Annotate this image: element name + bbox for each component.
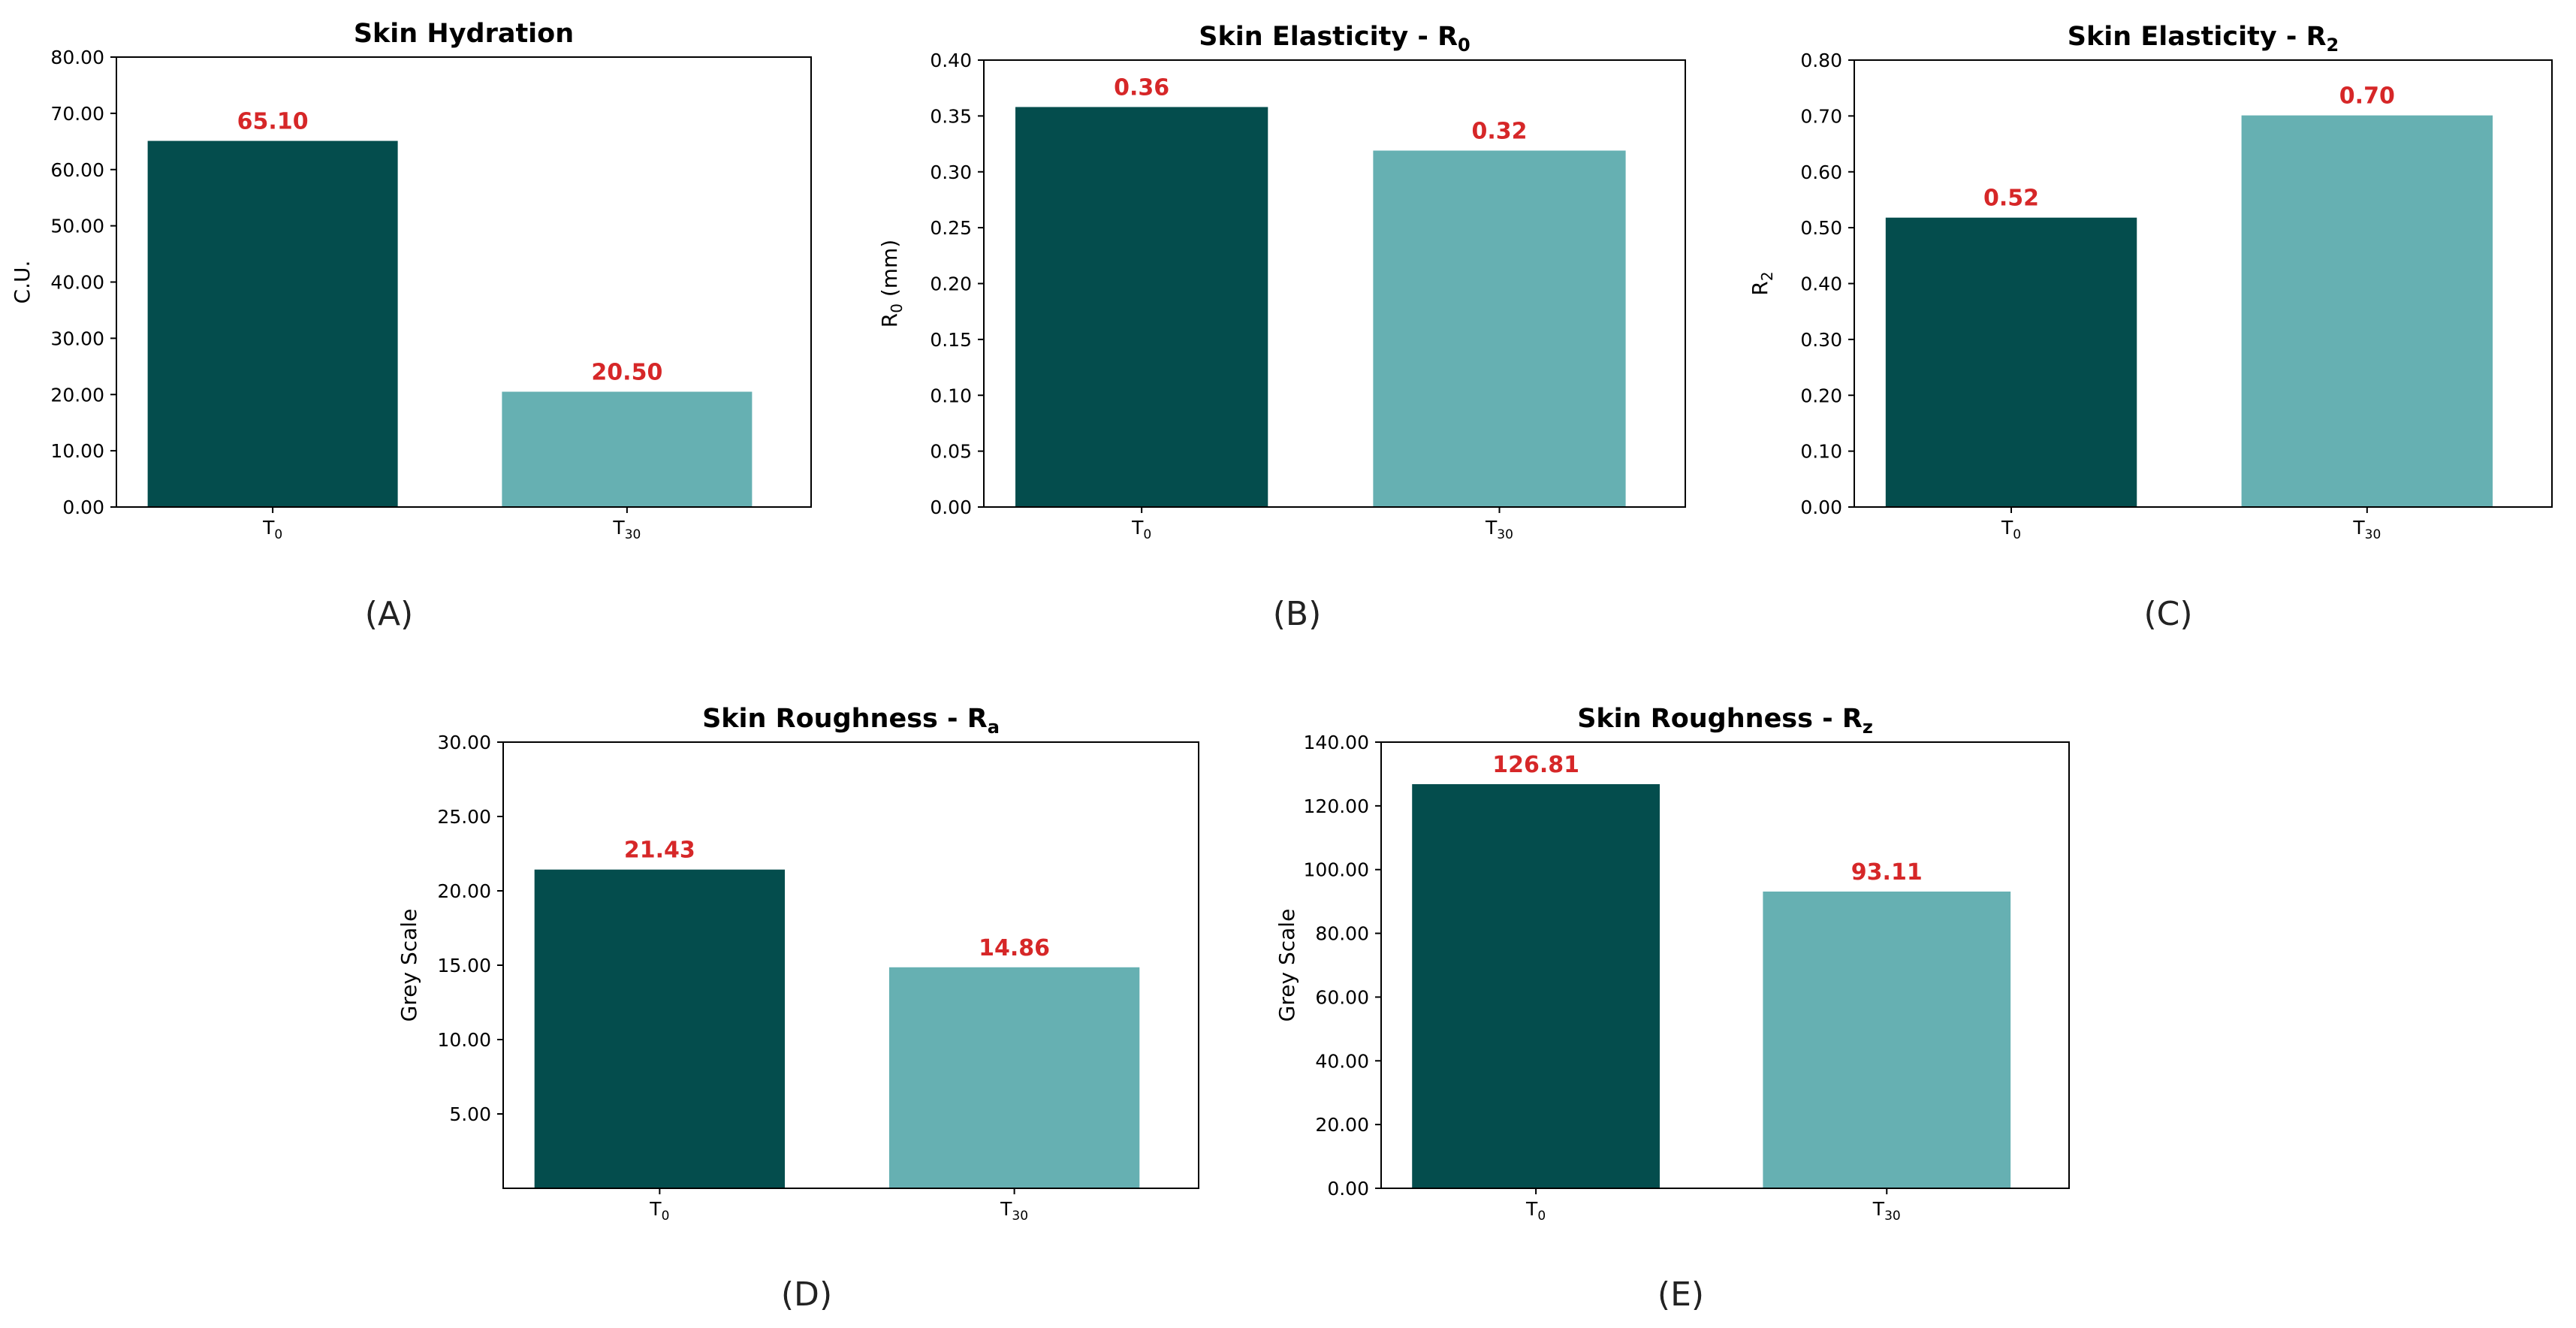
x-tick-label: T0 (262, 517, 282, 542)
y-axis-label: R0 (mm) (877, 240, 906, 328)
data-label: 0.32 (1471, 118, 1527, 144)
y-tick-label: 15.00 (437, 955, 491, 976)
bar (888, 967, 1140, 1188)
y-tick-label: 0.00 (930, 496, 972, 518)
panel-label: (C) (2143, 595, 2192, 633)
y-tick-label: 0.00 (62, 496, 104, 518)
chart-title: Skin Elasticity - R0 (1199, 22, 1470, 56)
x-tick-label: T0 (2001, 517, 2021, 542)
y-tick-label: 80.00 (50, 47, 104, 68)
x-tick-label: T30 (612, 517, 641, 542)
y-tick-label: 80.00 (1315, 923, 1369, 945)
y-tick-label: 30.00 (50, 327, 104, 349)
data-label: 126.81 (1492, 752, 1579, 778)
y-tick-label: 60.00 (50, 159, 104, 181)
y-tick-label: 0.70 (1800, 105, 1842, 127)
y-tick-label: 25.00 (437, 806, 491, 828)
chart-title: Skin Roughness - Rz (1577, 704, 1873, 738)
chart-title: Skin Roughness - Ra (702, 704, 1000, 738)
y-tick-label: 40.00 (1315, 1050, 1369, 1072)
x-tick-label: T0 (1131, 517, 1151, 542)
y-tick-label: 0.60 (1800, 161, 1842, 183)
x-tick-label: T30 (1000, 1198, 1028, 1224)
y-tick-label: 100.00 (1304, 859, 1369, 881)
y-tick-label: 0.20 (930, 273, 972, 295)
data-label: 0.52 (1983, 186, 2039, 212)
data-label: 20.50 (591, 360, 662, 386)
y-tick-label: 0.20 (1800, 385, 1842, 406)
y-tick-label: 140.00 (1304, 732, 1369, 753)
bar (534, 869, 786, 1188)
chart-b: 0.36 T0 0.32 T30 0.00 0.05 0.10 0.15 0.20 0.25 0.3… (877, 22, 1686, 633)
y-tick-label: 0.80 (1800, 50, 1842, 71)
data-label: 14.86 (979, 935, 1050, 961)
y-tick-label: 20.00 (437, 880, 491, 902)
panel-label: (D) (781, 1275, 832, 1314)
bar (1885, 217, 2137, 507)
y-tick-label: 30.00 (437, 732, 491, 753)
panel-label: (A) (365, 595, 413, 633)
chart-c: 0.52 T0 0.70 T30 0.00 0.10 0.20 0.30 0.40 0.50 0.6… (1748, 22, 2553, 633)
bar (2241, 115, 2493, 508)
y-tick-label: 10.00 (437, 1029, 491, 1051)
plot-frame (1380, 741, 2070, 1189)
y-tick-label: 0.50 (1800, 217, 1842, 239)
y-tick-label: 0.25 (930, 217, 972, 239)
y-tick-label: 120.00 (1304, 795, 1369, 817)
y-tick-label: 10.00 (50, 440, 104, 462)
y-axis-label: Grey Scale (397, 909, 421, 1022)
panel-label: (B) (1273, 595, 1322, 633)
y-tick-label: 0.40 (1800, 273, 1842, 295)
bar (1373, 150, 1626, 508)
y-tick-label: 40.00 (50, 272, 104, 294)
data-label: 65.10 (237, 109, 309, 135)
x-tick-label: T30 (2352, 517, 2381, 542)
chart-e: 126.81 T0 93.11 T30 0.00 20.00 40.00 60.00 80.00… (1274, 704, 2070, 1314)
data-label: 21.43 (624, 838, 695, 864)
chart-title: Skin Elasticity - R2 (2068, 22, 2339, 56)
x-tick-label: T30 (1872, 1198, 1901, 1224)
data-label: 0.70 (2339, 83, 2395, 110)
chart-title: Skin Hydration (354, 19, 574, 49)
x-tick-label: T30 (1485, 517, 1513, 542)
chart-d: 21.43 T0 14.86 T30 5.00 10.00 15.00 20.00 25.00 3… (397, 704, 1199, 1314)
data-label: 0.36 (1114, 74, 1169, 101)
y-tick-label: 5.00 (449, 1103, 491, 1125)
bar (502, 391, 753, 507)
y-tick-label: 0.10 (930, 385, 972, 406)
x-tick-label: T0 (1525, 1198, 1546, 1224)
y-tick-label: 20.00 (1315, 1114, 1369, 1136)
y-tick-label: 0.15 (930, 329, 972, 351)
bar (1015, 107, 1268, 508)
y-tick-label: 60.00 (1315, 986, 1369, 1008)
y-tick-label: 20.00 (50, 384, 104, 406)
y-tick-label: 0.00 (1327, 1178, 1369, 1200)
y-tick-label: 0.00 (1800, 496, 1842, 518)
y-axis-label: R2 (1748, 271, 1776, 295)
y-tick-label: 0.10 (1800, 441, 1842, 463)
y-tick-label: 0.35 (930, 105, 972, 127)
y-tick-label: 50.00 (50, 216, 104, 237)
y-tick-label: 0.30 (1800, 329, 1842, 351)
bar (147, 140, 398, 507)
y-tick-label: 70.00 (50, 103, 104, 125)
y-tick-label: 0.30 (930, 161, 972, 183)
chart-a: 65.10 T0 20.50 T30 0.00 10.00 20.00 30.00 40.00 5… (10, 19, 812, 633)
y-tick-label: 0.40 (930, 50, 972, 71)
bar (1763, 891, 2011, 1188)
y-axis-label: C.U. (10, 261, 35, 304)
panel-label: (E) (1658, 1275, 1704, 1314)
data-label: 93.11 (1851, 859, 1923, 886)
bar (1412, 783, 1660, 1188)
y-tick-label: 0.05 (930, 441, 972, 463)
y-axis-label: Grey Scale (1274, 909, 1299, 1022)
x-tick-label: T0 (649, 1198, 669, 1224)
